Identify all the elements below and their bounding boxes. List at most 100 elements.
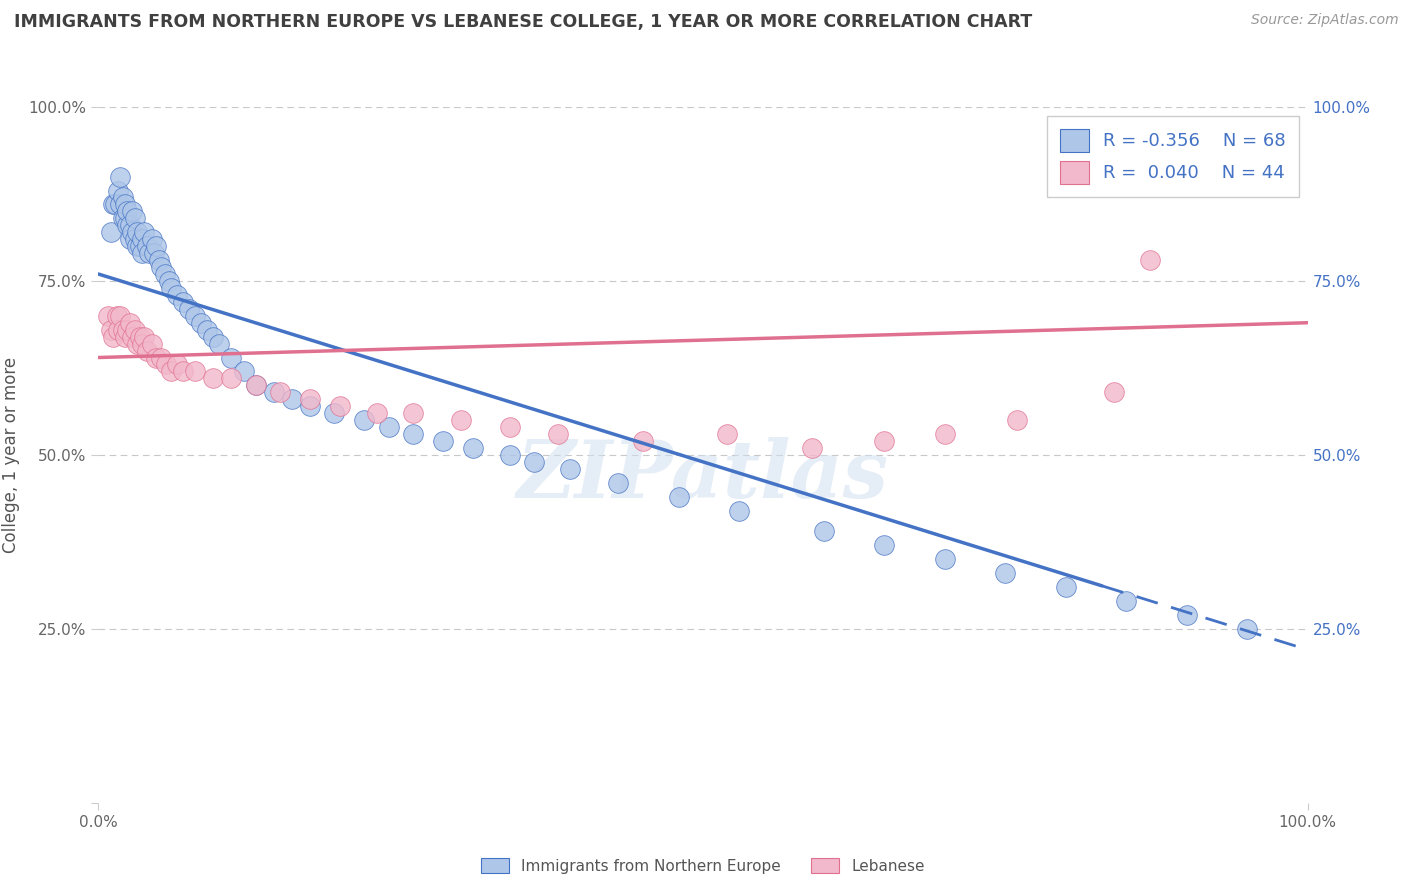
Point (114, 211, 136, 226)
Point (323, 406, 346, 420)
Point (366, 406, 388, 420)
Point (208, 336, 231, 351)
Point (202, 329, 225, 343)
Point (114, 329, 136, 343)
Point (1175, 607, 1198, 622)
Point (450, 413, 472, 427)
Point (172, 364, 194, 378)
Point (127, 336, 149, 351)
Point (432, 434, 454, 448)
Point (141, 232, 163, 246)
Point (111, 190, 134, 204)
Point (558, 462, 581, 476)
Point (263, 385, 285, 400)
Point (108, 169, 131, 184)
Point (145, 351, 167, 365)
Point (131, 232, 153, 246)
Y-axis label: College, 1 year or more: College, 1 year or more (3, 357, 20, 553)
Point (195, 323, 218, 337)
Point (728, 503, 751, 517)
Point (329, 399, 352, 413)
Point (124, 323, 146, 337)
Point (128, 329, 150, 343)
Point (141, 336, 163, 351)
Point (108, 309, 131, 323)
Point (121, 225, 143, 239)
Point (121, 329, 143, 343)
Point (107, 323, 129, 337)
Point (104, 197, 127, 211)
Point (135, 343, 157, 358)
Point (153, 267, 176, 281)
Point (716, 427, 738, 442)
Point (269, 385, 291, 400)
Point (134, 329, 156, 343)
Point (1102, 385, 1125, 400)
Point (934, 552, 956, 566)
Point (202, 371, 225, 385)
Point (127, 225, 149, 239)
Point (1007, 413, 1029, 427)
Point (145, 239, 167, 253)
Point (668, 490, 690, 504)
Point (117, 323, 139, 337)
Point (97, 309, 120, 323)
Point (128, 239, 150, 253)
Point (111, 323, 134, 337)
Point (813, 524, 835, 539)
Point (221, 351, 243, 365)
Point (1115, 594, 1137, 608)
Point (245, 378, 267, 392)
Point (100, 323, 122, 337)
Point (155, 358, 177, 372)
Point (232, 364, 254, 378)
Point (160, 281, 183, 295)
Point (402, 427, 425, 442)
Point (131, 336, 153, 351)
Point (631, 434, 654, 448)
Point (160, 364, 183, 378)
Point (114, 197, 136, 211)
Point (873, 434, 896, 448)
Point (166, 288, 188, 302)
Point (800, 441, 823, 455)
Point (135, 239, 157, 253)
Point (172, 294, 194, 309)
Point (523, 455, 546, 469)
Legend: Immigrants from Northern Europe, Lebanese: Immigrants from Northern Europe, Lebanes… (475, 852, 931, 880)
Point (107, 184, 129, 198)
Point (498, 420, 520, 434)
Point (117, 219, 139, 233)
Point (118, 316, 141, 330)
Point (184, 309, 207, 323)
Point (299, 392, 322, 407)
Point (157, 274, 180, 288)
Point (150, 351, 173, 365)
Point (463, 441, 485, 455)
Point (179, 301, 201, 316)
Point (118, 219, 141, 233)
Text: Source: ZipAtlas.com: Source: ZipAtlas.com (1251, 13, 1399, 28)
Point (221, 371, 243, 385)
Point (100, 225, 122, 239)
Point (498, 448, 520, 462)
Point (377, 420, 399, 434)
Point (111, 211, 134, 226)
Point (101, 197, 124, 211)
Point (127, 239, 149, 253)
Point (101, 329, 124, 343)
Point (299, 399, 322, 413)
Point (138, 246, 160, 260)
Point (1139, 253, 1161, 268)
Text: ZIPatlas: ZIPatlas (517, 437, 889, 515)
Point (121, 204, 143, 219)
Point (117, 204, 139, 219)
Legend: R = -0.356    N = 68, R =  0.040    N = 44: R = -0.356 N = 68, R = 0.040 N = 44 (1047, 116, 1299, 197)
Point (143, 246, 166, 260)
Point (124, 211, 146, 226)
Point (190, 316, 212, 330)
Point (148, 253, 170, 268)
Point (166, 358, 188, 372)
Point (134, 225, 156, 239)
Point (994, 566, 1017, 581)
